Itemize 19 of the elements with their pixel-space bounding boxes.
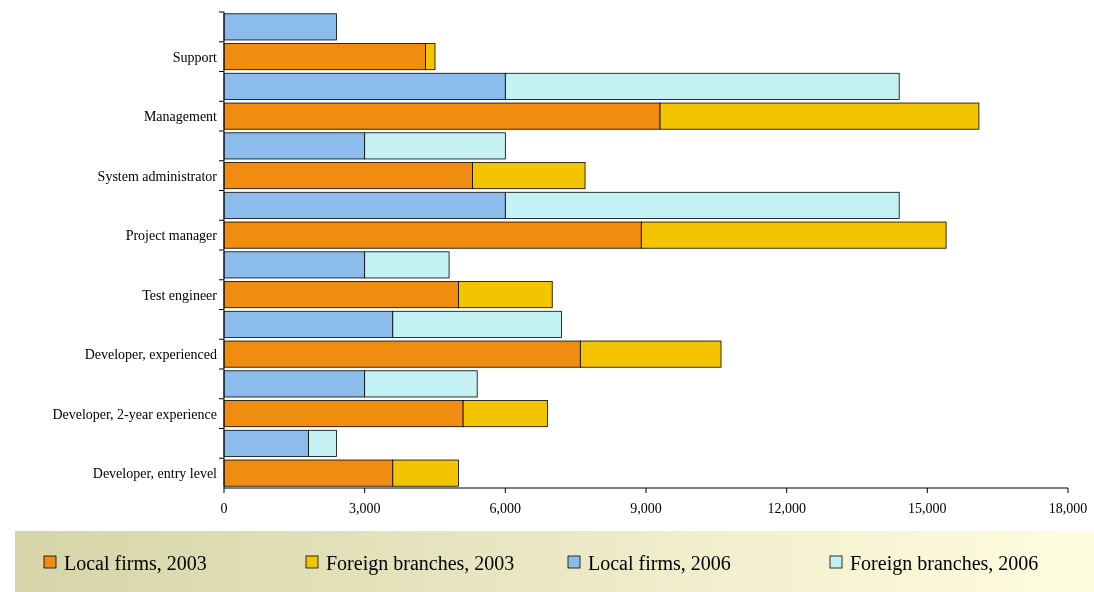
x-tick-label: 0 — [220, 501, 228, 516]
x-tick-label: 18,000 — [1048, 501, 1088, 516]
x-tick-label: 3,000 — [348, 501, 381, 516]
y-tick-label: Management — [143, 109, 218, 125]
x-tick-label: 15,000 — [908, 501, 947, 516]
y-tick-label: Developer, 2-year experience — [52, 406, 217, 422]
legend-label: Foreign branches, 2006 — [850, 552, 1039, 575]
y-tick-label: Developer, entry level — [92, 466, 218, 482]
y-tick-label: Test engineer — [142, 287, 218, 303]
x-tick-label: 9,000 — [630, 501, 662, 516]
y-tick-label: Project manager — [125, 228, 218, 244]
legend-label: Local firms, 2003 — [64, 552, 207, 574]
legend-label: Foreign branches, 2003 — [326, 552, 515, 575]
legend-label: Local firms, 2006 — [588, 552, 731, 574]
y-tick-label: System administrator — [97, 168, 218, 184]
y-tick-label: Developer, experienced — [84, 347, 217, 363]
y-tick-label: Support — [172, 49, 218, 65]
x-tick-label: 6,000 — [489, 501, 522, 516]
x-tick-label: 12,000 — [767, 501, 806, 516]
